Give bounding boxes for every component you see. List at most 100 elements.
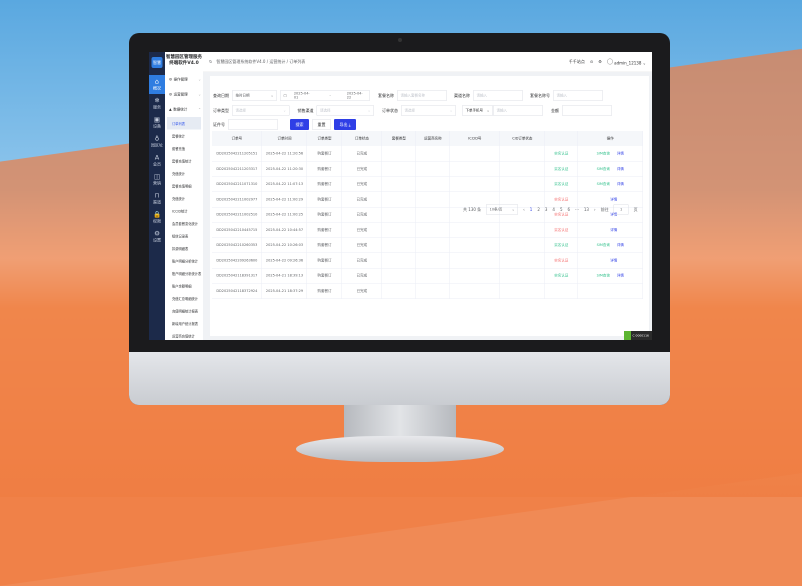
page-button[interactable]: 2 (537, 207, 540, 212)
detail-link[interactable]: 详情 (616, 273, 624, 278)
cell (381, 222, 417, 238)
menu-item[interactable]: 套餐统计 (172, 134, 185, 139)
menu-item[interactable]: 充值明细统计报表 (172, 309, 198, 314)
help-icon[interactable]: ⊙ (589, 59, 594, 65)
order-status-select[interactable]: 请选择 ⌄ (401, 105, 456, 116)
detail-link[interactable]: 详情 (610, 258, 618, 263)
table-row: DD2025042210445715 2025-04-22 10:44:57 购套… (212, 222, 643, 238)
order-id: DD2025042210445715 (212, 222, 263, 238)
amount-input[interactable] (562, 105, 612, 116)
column-header: 订单号 (212, 131, 263, 146)
detail-link[interactable]: 详情 (610, 197, 618, 202)
search-button[interactable]: 搜索 (290, 119, 309, 130)
settings-icon[interactable]: ⚙ (598, 59, 602, 65)
marketing-icon: ◫ (153, 172, 161, 181)
prev-page-button[interactable]: ‹ (523, 207, 525, 212)
date-range-picker[interactable]: ▢ 2025-04-01-2025-04-22 (280, 90, 370, 101)
lock-icon: 🔒 (152, 210, 162, 219)
package-input[interactable]: 请输入套餐名称 (397, 90, 447, 101)
verify-tag[interactable]: 实名认证 (554, 151, 569, 156)
sidebar-item-3[interactable]: ♁ 园区址 (151, 134, 163, 148)
phone-field-select[interactable]: 下单手机号 ⌄ (462, 105, 493, 116)
menu-item[interactable]: ICCID统计 (172, 209, 188, 214)
menu-item[interactable]: 充值统计 (172, 196, 185, 201)
verify-tag[interactable]: 实名认证 (554, 212, 569, 217)
menu-item[interactable]: 充值统计 (172, 171, 185, 176)
reset-button[interactable]: 重置 (312, 119, 331, 130)
order-id: DD2025042211205151 (212, 146, 263, 162)
site-selector[interactable]: 千千站点 (568, 59, 585, 65)
detail-link[interactable]: 详情 (616, 166, 624, 171)
page-button[interactable]: 6 (567, 207, 571, 212)
page-button[interactable]: 4 (552, 207, 555, 212)
menu-item[interactable]: 会员套餐变化统计 (172, 221, 198, 226)
menu-item[interactable]: 新增用户统计报表 (172, 321, 198, 326)
column-header: 操作 (577, 131, 643, 146)
verify-tag[interactable]: 实名认证 (554, 166, 569, 171)
menu-item[interactable]: 套餐充值统计 (172, 159, 192, 164)
package-no-input[interactable]: 请输入 (553, 90, 603, 101)
package-label: 套餐名称 (378, 93, 394, 98)
sidebar-item-8[interactable]: ⚙ 设置 (153, 229, 161, 243)
order-type: 购套餐订 (306, 252, 343, 269)
menu-item[interactable]: 账户余额明细 (172, 284, 192, 289)
sidebar-item-1[interactable]: ❄ 服务 (153, 96, 161, 110)
page-button[interactable]: ··· (575, 207, 579, 212)
order-type: 购套餐订 (306, 222, 343, 238)
menu-item[interactable]: 套餐充值明细 (172, 184, 192, 189)
verify-tag[interactable]: 实名认证 (554, 197, 569, 202)
detail-link[interactable]: 详情 (616, 243, 624, 248)
channel-input[interactable]: 请输入 (473, 90, 523, 101)
sidebar-item-4[interactable]: A 会员 (153, 153, 161, 167)
sim-query-link[interactable]: SIM查询 (596, 243, 610, 248)
detail-link[interactable]: 详情 (616, 182, 624, 187)
menu-item[interactable]: 账户明细分析统计 (172, 259, 198, 264)
page-button[interactable]: 3 (544, 207, 548, 212)
verify-tag[interactable]: 实名认证 (554, 258, 569, 263)
page-button[interactable]: 13 (583, 207, 589, 212)
goto-page-input[interactable]: 1 (613, 204, 629, 215)
phone-input[interactable]: 请输入 (493, 105, 543, 116)
menu-item[interactable]: 运营商充值统计 (172, 334, 195, 339)
refresh-icon[interactable]: ↻ (209, 59, 213, 65)
verify-tag[interactable]: 实名认证 (554, 182, 569, 187)
detail-link[interactable]: 详情 (610, 227, 618, 232)
order-type-select[interactable]: 请选择 ⌄ (232, 105, 290, 116)
channel-icon: ⊓ (154, 191, 160, 200)
export-button[interactable]: 导出 ⤓ (334, 119, 357, 130)
sim-query-link[interactable]: SIM查询 (596, 166, 610, 171)
service-icon: ❄ (154, 96, 160, 105)
menu-item[interactable]: 扣费明细表 (172, 246, 189, 251)
sidebar-item-6[interactable]: ⊓ 渠道 (153, 191, 161, 205)
sim-query-link[interactable]: SIM查询 (596, 182, 610, 187)
id-number-input[interactable] (228, 119, 278, 130)
menu-group[interactable]: ▲ 数据统计 ⌃ (169, 107, 201, 112)
menu-group[interactable]: ⚙ 操作管理 ⌄ (169, 77, 201, 82)
sidebar-item-2[interactable]: ▣ 设备 (153, 115, 161, 129)
verify-tag[interactable]: 实名认证 (554, 227, 569, 232)
sim-query-link[interactable]: SIM查询 (596, 273, 610, 278)
detail-link[interactable]: 详情 (616, 151, 624, 156)
order-id: DD2025042211002977 (212, 191, 263, 208)
next-page-button[interactable]: › (593, 207, 596, 212)
verify-tag[interactable]: 实名认证 (554, 243, 569, 248)
menu-item[interactable]: 充值汇总明细统计 (172, 296, 198, 301)
sim-query-link[interactable]: SIM查询 (596, 151, 610, 156)
menu-item[interactable]: 短信记录表 (172, 234, 189, 239)
monitor-chin (129, 352, 670, 405)
menu-item[interactable]: 套餐充值 (172, 146, 185, 151)
sidebar-item-0[interactable]: ⌂ 概况 (149, 75, 165, 94)
sales-channel-select[interactable]: 请选择 ⌄ (316, 105, 374, 116)
menu-group[interactable]: ⚙ 运营管理 ⌄ (169, 92, 201, 97)
page-size-select[interactable]: 10条/页 ⌄ (486, 204, 519, 215)
sidebar-item-7[interactable]: 🔒 权限 (152, 210, 162, 224)
page-button[interactable]: 5 (559, 207, 563, 212)
user-menu[interactable]: admin_12138 ⌄ (606, 58, 646, 65)
menu-item[interactable]: 订单列表 (167, 117, 201, 130)
menu-item[interactable]: 账户明细分析统计表 (172, 271, 202, 276)
park-icon: ♁ (154, 134, 160, 143)
verify-tag[interactable]: 实名认证 (554, 273, 569, 278)
sidebar-item-5[interactable]: ◫ 营销 (153, 172, 161, 186)
page-button[interactable]: 1 (529, 207, 533, 212)
date-type-select[interactable]: 按时日期 ⌄ (232, 90, 277, 101)
